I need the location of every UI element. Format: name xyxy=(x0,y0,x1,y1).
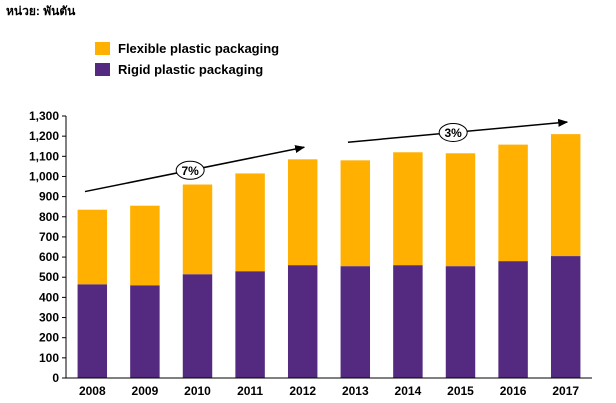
y-tick-label-700: 700 xyxy=(39,230,59,244)
bar-rigid-2012 xyxy=(287,265,318,378)
bar-rigid-2016 xyxy=(498,261,528,378)
legend-item-flexible: Flexible plastic packaging xyxy=(95,38,279,58)
bar-flexible-2011 xyxy=(235,173,265,272)
bar-rigid-2014 xyxy=(393,265,423,378)
y-tick-label-900: 900 xyxy=(39,190,59,204)
x-tick-label-2017: 2017 xyxy=(552,384,579,398)
bar-rigid-2017 xyxy=(550,256,581,378)
bar-flexible-2017 xyxy=(550,134,581,257)
legend-swatch-rigid xyxy=(95,62,110,76)
x-tick-label-2012: 2012 xyxy=(289,384,316,398)
y-tick-label-1300: 1,300 xyxy=(29,109,59,123)
x-tick-label-2015: 2015 xyxy=(447,384,474,398)
y-tick-label-1000: 1,000 xyxy=(29,169,59,183)
bar-flexible-2009 xyxy=(130,205,160,286)
x-tick-label-2014: 2014 xyxy=(395,384,422,398)
x-tick-label-2008: 2008 xyxy=(79,384,106,398)
x-tick-label-2013: 2013 xyxy=(342,384,369,398)
bar-flexible-2014 xyxy=(393,152,423,266)
bar-flexible-2010 xyxy=(182,184,213,275)
x-tick-label-2016: 2016 xyxy=(500,384,527,398)
growth-badge-2 xyxy=(438,123,468,143)
y-tick-label-800: 800 xyxy=(39,210,59,224)
bar-flexible-2013 xyxy=(340,160,371,267)
y-tick-label-100: 100 xyxy=(39,351,59,365)
y-tick-label-1100: 1,100 xyxy=(29,149,59,163)
legend-label-flexible: Flexible plastic packaging xyxy=(118,40,280,56)
growth-badge-1 xyxy=(175,160,205,180)
x-tick-label-2010: 2010 xyxy=(184,384,211,398)
y-tick-label-400: 400 xyxy=(39,290,59,304)
bar-rigid-2008 xyxy=(77,284,108,378)
bar-flexible-2015 xyxy=(445,153,476,267)
y-tick-label-500: 500 xyxy=(39,270,59,284)
legend-item-rigid: Rigid plastic packaging xyxy=(95,59,279,79)
legend-label-rigid: Rigid plastic packaging xyxy=(118,61,264,77)
y-tick-label-1200: 1,200 xyxy=(29,129,59,143)
y-tick-label-600: 600 xyxy=(39,250,59,264)
x-tick-label-2009: 2009 xyxy=(132,384,159,398)
bar-rigid-2010 xyxy=(182,274,213,378)
y-tick-label-300: 300 xyxy=(39,311,59,325)
bar-rigid-2011 xyxy=(235,271,265,378)
bar-flexible-2008 xyxy=(77,209,108,285)
bar-flexible-2016 xyxy=(498,144,528,262)
growth-label-1: 7% xyxy=(181,164,199,178)
x-tick-label-2011: 2011 xyxy=(237,384,263,398)
growth-label-2: 3% xyxy=(444,126,462,140)
legend: Flexible plastic packaging Rigid plastic… xyxy=(95,38,279,80)
bar-rigid-2013 xyxy=(340,266,371,378)
bar-flexible-2012 xyxy=(287,159,318,266)
legend-swatch-flexible xyxy=(95,41,110,55)
y-tick-label-0: 0 xyxy=(52,371,59,385)
unit-label: หน่วย: พันตัน xyxy=(6,4,76,18)
y-tick-label-200: 200 xyxy=(39,331,59,345)
bar-rigid-2015 xyxy=(445,266,476,378)
bar-rigid-2009 xyxy=(130,285,160,378)
